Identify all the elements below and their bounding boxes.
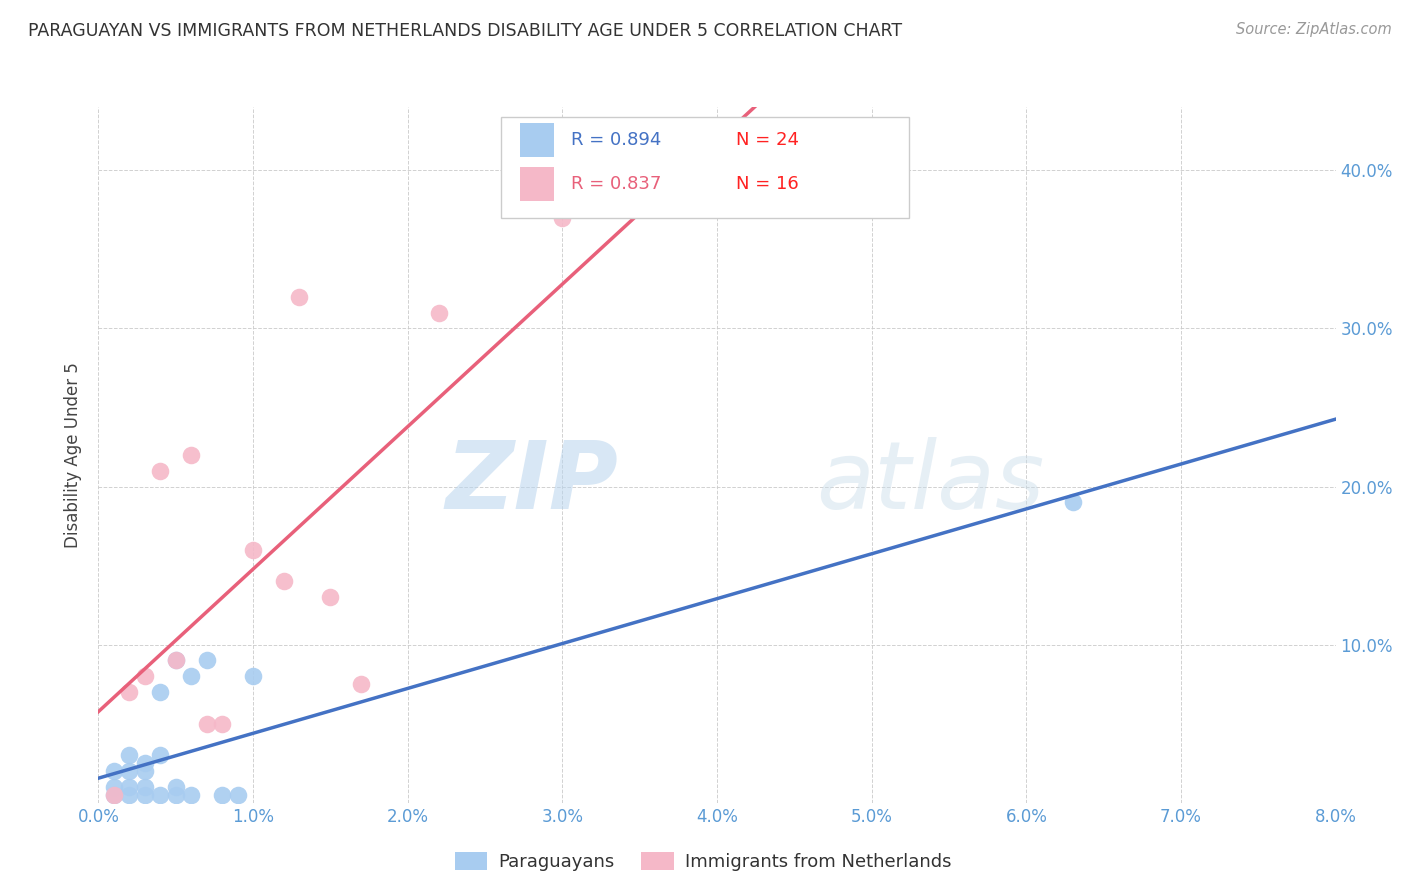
Point — [134, 669, 156, 683]
Point — [273, 574, 295, 589]
Point — [226, 788, 249, 802]
Point — [118, 748, 141, 763]
Text: N = 24: N = 24 — [735, 131, 799, 149]
Point — [103, 780, 125, 794]
Point — [706, 163, 728, 178]
Point — [1062, 495, 1084, 509]
Point — [551, 211, 574, 225]
Point — [165, 653, 187, 667]
Point — [149, 685, 172, 699]
Point — [103, 788, 125, 802]
Text: ZIP: ZIP — [446, 437, 619, 529]
Point — [195, 716, 218, 731]
Point — [103, 764, 125, 779]
Text: PARAGUAYAN VS IMMIGRANTS FROM NETHERLANDS DISABILITY AGE UNDER 5 CORRELATION CHA: PARAGUAYAN VS IMMIGRANTS FROM NETHERLAND… — [28, 22, 903, 40]
FancyBboxPatch shape — [520, 167, 554, 202]
Point — [149, 748, 172, 763]
Point — [427, 305, 450, 319]
Text: N = 16: N = 16 — [735, 175, 799, 193]
Legend: Paraguayans, Immigrants from Netherlands: Paraguayans, Immigrants from Netherlands — [447, 845, 959, 879]
Point — [118, 764, 141, 779]
Point — [195, 653, 218, 667]
Point — [350, 677, 373, 691]
Point — [242, 669, 264, 683]
Point — [118, 788, 141, 802]
Text: atlas: atlas — [815, 437, 1045, 528]
Point — [211, 716, 233, 731]
Point — [134, 756, 156, 771]
FancyBboxPatch shape — [501, 118, 908, 219]
Point — [288, 290, 311, 304]
Point — [149, 464, 172, 478]
Point — [165, 653, 187, 667]
Y-axis label: Disability Age Under 5: Disability Age Under 5 — [65, 362, 83, 548]
Point — [319, 591, 342, 605]
Point — [149, 788, 172, 802]
Point — [165, 780, 187, 794]
Text: Source: ZipAtlas.com: Source: ZipAtlas.com — [1236, 22, 1392, 37]
Point — [118, 780, 141, 794]
Text: R = 0.837: R = 0.837 — [571, 175, 661, 193]
Point — [211, 788, 233, 802]
Point — [180, 669, 202, 683]
Point — [134, 764, 156, 779]
Point — [242, 542, 264, 557]
Point — [103, 788, 125, 802]
Point — [180, 788, 202, 802]
Point — [134, 788, 156, 802]
Point — [165, 788, 187, 802]
Point — [118, 685, 141, 699]
FancyBboxPatch shape — [520, 122, 554, 157]
Point — [134, 780, 156, 794]
Text: R = 0.894: R = 0.894 — [571, 131, 661, 149]
Point — [180, 448, 202, 462]
